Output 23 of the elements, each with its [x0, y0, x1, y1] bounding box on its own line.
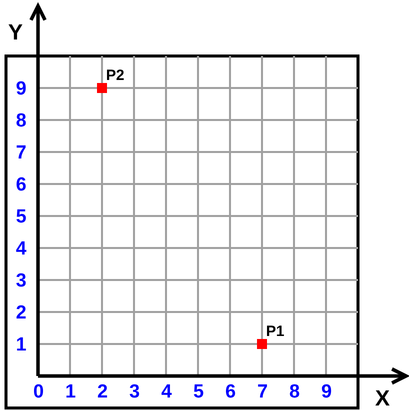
y-tick-label: 3: [16, 270, 26, 292]
x-tick-label: 9: [321, 382, 332, 402]
y-tick-label: 6: [16, 174, 26, 196]
x-tick-label: 3: [129, 382, 140, 402]
x-tick-label: 1: [65, 382, 76, 402]
x-tick-label: 0: [33, 382, 44, 402]
annotation: P1: [266, 323, 284, 340]
y-tick-label: 7: [16, 142, 26, 164]
y-tick-label: 4: [16, 238, 27, 260]
x-tick-label: 6: [225, 382, 236, 402]
x-tick-label: 8: [289, 382, 300, 402]
x-axis-title: X: [375, 386, 390, 410]
y-tick-label: 1: [16, 334, 27, 356]
y-axis-title: Y: [8, 20, 24, 44]
y-tick-label: 2: [16, 302, 26, 324]
x-tick-label: 7: [257, 382, 268, 402]
x-tick-label: 2: [97, 382, 108, 402]
y-tick-label: 8: [16, 110, 26, 132]
y-tick-label: 5: [16, 206, 27, 228]
y-tick-label: 9: [16, 78, 26, 100]
x-tick-label: 4: [161, 382, 172, 402]
annotation: P2: [106, 67, 124, 84]
x-tick-label: 5: [193, 382, 204, 402]
